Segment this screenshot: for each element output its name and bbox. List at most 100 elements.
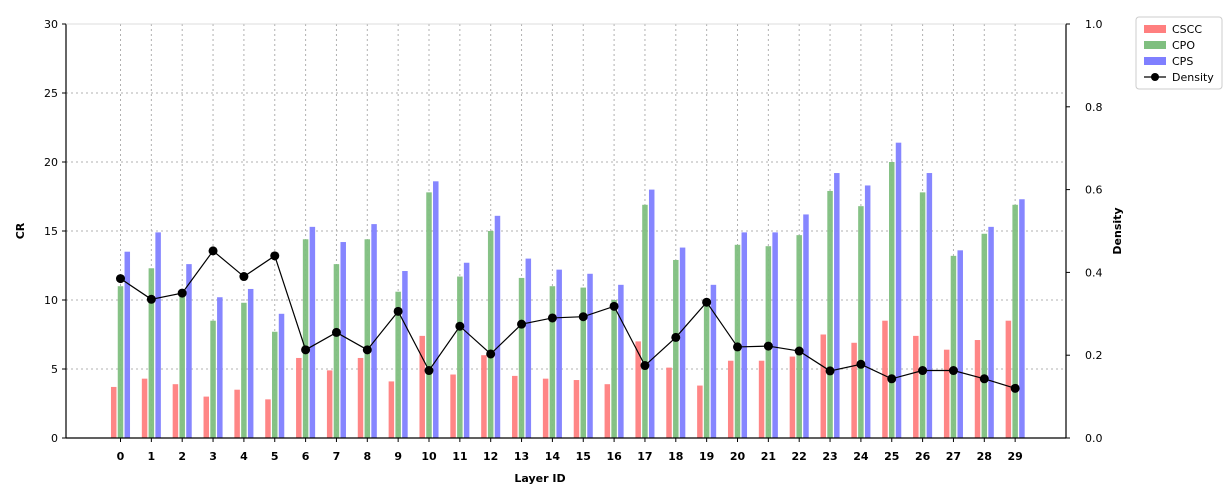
density-point <box>671 332 681 342</box>
cscc-bar <box>974 340 981 438</box>
cpo-bar <box>302 239 309 438</box>
cps-bar <box>494 215 501 438</box>
density-point <box>578 312 588 322</box>
cscc-bar <box>419 335 425 438</box>
density-point <box>547 313 557 323</box>
cscc-bar <box>326 370 333 438</box>
cps-bar <box>463 262 470 438</box>
cscc-bar <box>913 335 919 438</box>
cpo-bar <box>518 277 525 438</box>
y-tick-label: 0 <box>51 432 58 445</box>
x-tick-label: 12 <box>483 450 498 463</box>
cscc-bar <box>234 389 240 438</box>
density-point <box>733 342 742 352</box>
y-tick-label: 5 <box>51 363 58 376</box>
x-tick-label: 15 <box>576 450 591 463</box>
density-point <box>918 366 928 376</box>
density-line <box>120 250 1016 389</box>
density-point <box>702 297 712 307</box>
density-point <box>116 274 125 284</box>
cpo-bar <box>179 293 185 438</box>
x-tick-label: 18 <box>668 450 683 463</box>
cps-bar <box>1019 199 1025 438</box>
cpo-bar <box>889 162 895 438</box>
cpo-bar <box>364 239 371 438</box>
cps-bar <box>895 142 902 438</box>
density-point <box>856 359 866 369</box>
legend-marker <box>1151 73 1159 81</box>
legend-swatch <box>1144 41 1166 49</box>
cps-bar <box>278 313 285 438</box>
y2-tick-label: 0.4 <box>1085 266 1103 279</box>
cps-bar <box>186 264 192 438</box>
y2-tick-label: 0.6 <box>1085 184 1103 197</box>
legend-label: CPS <box>1172 55 1193 68</box>
x-tick-label: 22 <box>792 450 807 463</box>
density-point <box>146 294 156 304</box>
cps-bar <box>679 247 686 438</box>
cps-bar <box>587 273 593 438</box>
cpo-bar <box>827 190 833 438</box>
x-tick-label: 9 <box>394 450 402 463</box>
cps-bar <box>124 251 131 438</box>
density-point <box>301 345 311 355</box>
cscc-bar <box>820 334 827 438</box>
cpo-bar <box>950 255 957 438</box>
cps-bar <box>433 181 439 438</box>
density-point <box>1010 383 1020 393</box>
cscc-bar <box>388 381 395 438</box>
x-tick-label: 1 <box>148 450 156 463</box>
cpo-bar <box>611 300 617 438</box>
cps-bar <box>864 185 871 438</box>
axes <box>62 23 1070 442</box>
cscc-bar <box>604 384 611 438</box>
cscc-bar <box>357 357 364 438</box>
cscc-bar <box>110 386 117 438</box>
y-tick-label: 15 <box>44 225 58 238</box>
x-tick-label: 14 <box>545 450 561 463</box>
cscc-bar <box>512 375 518 438</box>
cscc-bar <box>573 380 580 438</box>
cps-bar <box>803 214 809 438</box>
y2-tick-label: 0.0 <box>1085 432 1103 445</box>
cps-bar <box>525 258 532 438</box>
cps-bar <box>556 269 562 438</box>
x-tick-label: 5 <box>271 450 279 463</box>
legend-box <box>1135 16 1223 90</box>
cps-bar <box>247 288 254 438</box>
y-axis-title: CR <box>14 222 27 239</box>
x-tick-label: 2 <box>178 450 186 463</box>
x-tick-label: 16 <box>606 450 622 463</box>
cpo-bar <box>457 276 463 438</box>
cps-bar <box>340 242 346 438</box>
y-tick-label: 25 <box>44 87 58 100</box>
cscc-bar <box>450 374 456 438</box>
cps-bar <box>402 271 408 438</box>
cpo-bar <box>734 244 741 438</box>
cscc-bar <box>697 385 703 438</box>
density-point <box>177 288 187 298</box>
cpo-bar <box>549 286 556 438</box>
y2-tick-label: 0.2 <box>1085 349 1103 362</box>
x-tick-label: 3 <box>209 450 217 463</box>
x-tick-label: 23 <box>822 450 837 463</box>
cps-bar <box>155 232 161 438</box>
cpo-bar <box>395 291 401 438</box>
cps-bar <box>309 226 316 438</box>
cpo-bar <box>210 320 216 438</box>
density-point <box>887 374 897 384</box>
x-tick-label: 19 <box>699 450 714 463</box>
cpo-bar <box>703 300 710 438</box>
x-axis-title: Layer ID <box>514 472 565 485</box>
density-point <box>239 272 249 282</box>
legend-swatch <box>1144 57 1166 65</box>
cps-bar <box>772 232 778 438</box>
density-point <box>640 361 650 371</box>
cps-bar <box>371 224 377 438</box>
x-tick-label: 25 <box>884 450 899 463</box>
x-tick-label: 8 <box>363 450 371 463</box>
x-tick-label: 11 <box>452 450 467 463</box>
density-point <box>208 246 218 256</box>
cscc-bar <box>851 342 857 438</box>
bars <box>110 142 1025 439</box>
